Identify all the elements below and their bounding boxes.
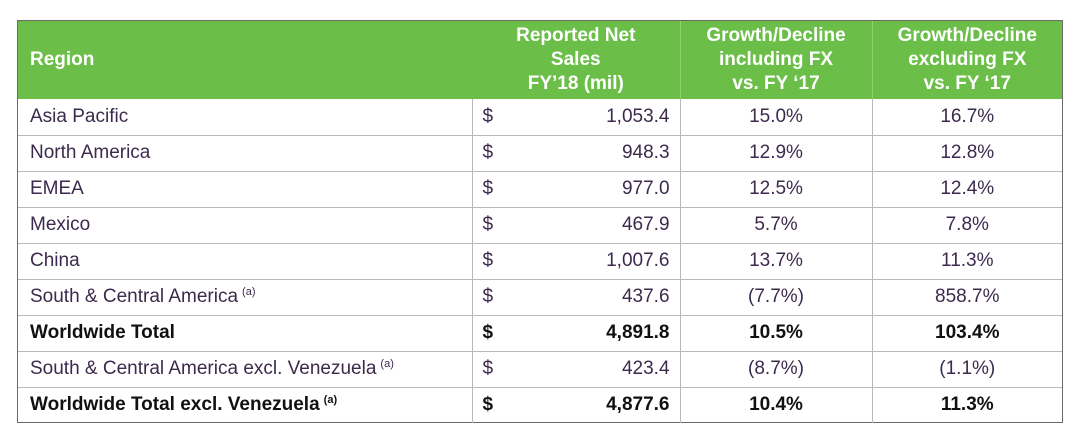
cell-growth-excluding-fx: 858.7% xyxy=(871,278,1063,315)
cell-net-sales: 423.4 xyxy=(512,350,681,387)
region-name: North America xyxy=(30,142,151,163)
cell-currency: $ xyxy=(471,170,512,207)
table-row: EMEA $977.0 12.5% 12.4% xyxy=(18,170,1063,207)
table-row: Worldwide Total excl. Venezuela (a) $4,877… xyxy=(18,386,1063,423)
header-growth-including-fx: Growth/Decline including FX vs. FY ‘17 xyxy=(679,21,873,99)
cell-growth-including-fx: 10.4% xyxy=(679,386,873,423)
header-reported-net-sales: Reported Net Sales FY’18 (mil) xyxy=(472,21,680,99)
cell-growth-including-fx: 12.5% xyxy=(679,170,873,207)
cell-region: Asia Pacific xyxy=(18,99,472,135)
cell-growth-excluding-fx: 11.3% xyxy=(871,386,1063,423)
table-row: South & Central America (a) $437.6 (7.7%) 85… xyxy=(18,278,1063,315)
cell-net-sales: 437.6 xyxy=(512,278,681,315)
header-growth-excluding-fx: Growth/Decline excluding FX vs. FY ‘17 xyxy=(871,21,1063,99)
table-row: Worldwide Total $4,891.8 10.5% 103.4% xyxy=(18,314,1063,351)
cell-growth-including-fx: 13.7% xyxy=(679,242,873,279)
cell-currency: $ xyxy=(471,386,512,423)
header-sales-line-3: FY’18 (mil) xyxy=(527,73,624,94)
cell-growth-including-fx: 12.9% xyxy=(679,134,873,171)
cell-region: South & Central America excl. Venezuela(… xyxy=(18,350,472,387)
region-name: South & Central America excl. Venezuela xyxy=(30,358,377,379)
header-excl-line-1: Growth/Decline xyxy=(897,25,1037,46)
table-row: China $1,007.6 13.7% 11.3% xyxy=(18,242,1063,279)
cell-region: South & Central America (a) xyxy=(18,278,472,315)
cell-growth-including-fx: 10.5% xyxy=(679,314,873,351)
table-body: Asia Pacific $1,053.4 15.0% 16.7% North Amer… xyxy=(18,99,1063,423)
net-sales-table: Region Reported Net Sales FY’18 (mil) Gr… xyxy=(18,21,1063,423)
table-row: North America $948.3 12.9% 12.8% xyxy=(18,134,1063,171)
cell-growth-excluding-fx: 12.8% xyxy=(871,134,1063,171)
region-name: Mexico xyxy=(30,214,91,235)
cell-growth-including-fx: 5.7% xyxy=(679,206,873,243)
footnote-marker: (a) xyxy=(380,358,394,370)
cell-currency: $ xyxy=(471,134,512,171)
cell-net-sales: 977.0 xyxy=(512,170,681,207)
header-row: Region Reported Net Sales FY’18 (mil) Gr… xyxy=(18,21,1063,99)
cell-net-sales: 4,877.6 xyxy=(512,386,681,423)
cell-currency: $ xyxy=(471,314,512,351)
cell-currency: $ xyxy=(471,350,512,387)
cell-net-sales: 1,053.4 xyxy=(606,105,670,127)
cell-region: EMEA xyxy=(18,170,472,207)
cell-region: Worldwide Total xyxy=(18,314,472,351)
cell-region: Mexico xyxy=(18,206,472,243)
cell-growth-including-fx: (7.7%) xyxy=(679,278,873,315)
cell-currency: $ xyxy=(471,278,512,315)
cell-growth-excluding-fx: 7.8% xyxy=(871,206,1063,243)
table-row: South & Central America excl. Venezuela(… xyxy=(18,350,1063,387)
table-row: Asia Pacific $1,053.4 15.0% 16.7% xyxy=(18,99,1063,135)
cell-growth-excluding-fx: 16.7% xyxy=(871,99,1063,135)
region-name: Worldwide Total excl. Venezuela xyxy=(30,394,320,416)
footnote-marker: (a) xyxy=(323,394,338,407)
cell-growth-including-fx: 15.0% xyxy=(679,99,873,135)
cell-region: North America xyxy=(18,134,472,171)
header-excl-line-2: excluding FX xyxy=(908,49,1027,70)
header-sales-line-1: Reported Net xyxy=(516,25,636,46)
header-excl-line-3: vs. FY ‘17 xyxy=(923,73,1011,94)
cell-currency: $ xyxy=(471,242,512,279)
region-name: China xyxy=(30,250,80,271)
cell-net-sales: 1,007.6 xyxy=(512,242,681,279)
cell-net-sales: 948.3 xyxy=(512,134,681,171)
cell-net-sales: 467.9 xyxy=(512,206,681,243)
cell-currency: $ xyxy=(471,99,512,135)
region-name: EMEA xyxy=(30,178,84,199)
cell-region: Worldwide Total excl. Venezuela (a) xyxy=(18,386,472,423)
header-incl-line-1: Growth/Decline xyxy=(706,25,846,46)
region-name: Worldwide Total xyxy=(30,322,175,343)
sales-table-frame: Region Reported Net Sales FY’18 (mil) Gr… xyxy=(17,20,1063,423)
cell-growth-excluding-fx: 11.3% xyxy=(871,242,1063,279)
cell-growth-excluding-fx: 103.4% xyxy=(871,314,1063,351)
region-name: Asia Pacific xyxy=(30,105,129,127)
cell-growth-including-fx: (8.7%) xyxy=(679,350,873,387)
header-incl-line-2: including FX xyxy=(719,49,834,70)
cell-growth-excluding-fx: 12.4% xyxy=(871,170,1063,207)
cell-currency: $ xyxy=(471,206,512,243)
header-incl-line-3: vs. FY ‘17 xyxy=(732,73,820,94)
region-name: South & Central America xyxy=(30,286,239,307)
footnote-marker: (a) xyxy=(242,286,256,298)
cell-region: China xyxy=(18,242,472,279)
cell-growth-excluding-fx: (1.1%) xyxy=(871,350,1063,387)
table-row: Mexico $467.9 5.7% 7.8% xyxy=(18,206,1063,243)
cell-net-sales: 4,891.8 xyxy=(512,314,681,351)
header-region: Region xyxy=(30,49,95,70)
header-sales-line-2: Sales xyxy=(550,49,601,70)
